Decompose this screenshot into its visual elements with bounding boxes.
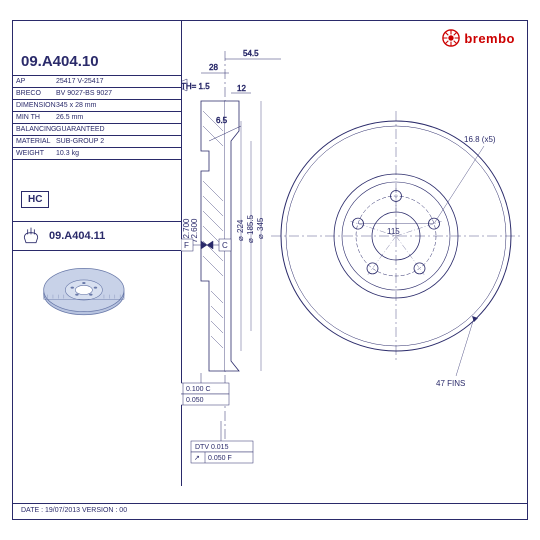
svg-text:345: 345 — [256, 217, 265, 231]
spec-label: WEIGHT — [13, 148, 53, 159]
spec-value: 10.3 kg — [53, 148, 181, 159]
technical-drawing: 54.5 28 TH= 1.5 12 6.5 ⌀220 ⌀166 72.700 … — [181, 21, 529, 486]
spec-table: AP25417 V-25417BRECOBV 9027-BS 9027DIMEN… — [13, 75, 181, 160]
svg-text:115: 115 — [387, 227, 400, 236]
spec-label: BRECO — [13, 88, 53, 99]
hc-badge: HC — [21, 191, 49, 208]
spec-row: WEIGHT10.3 kg — [13, 148, 181, 159]
svg-text:6.5: 6.5 — [216, 116, 228, 125]
svg-text:224: 224 — [236, 219, 245, 233]
spec-row: BRECOBV 9027-BS 9027 — [13, 88, 181, 100]
alt-part-number: 09.A404.11 — [49, 230, 105, 242]
svg-text:185.5: 185.5 — [246, 214, 255, 235]
footer: DATE : 19/07/2013 VERSION : 00 — [13, 503, 527, 519]
svg-text:⌀: ⌀ — [236, 236, 245, 241]
svg-text:0.100 C: 0.100 C — [186, 386, 211, 393]
spec-label: DIMENSION — [13, 100, 53, 111]
svg-text:0.050: 0.050 — [186, 397, 204, 404]
spec-value: SUB-GROUP 2 — [53, 136, 181, 147]
spec-label: AP — [13, 76, 53, 87]
svg-text:16.8 (x5): 16.8 (x5) — [464, 135, 496, 144]
svg-text:DTV 0.015: DTV 0.015 — [195, 444, 229, 451]
svg-text:⌀: ⌀ — [256, 234, 265, 239]
spec-value: BV 9027-BS 9027 — [53, 88, 181, 99]
svg-text:12: 12 — [237, 84, 246, 93]
svg-text:F: F — [184, 241, 189, 250]
spec-value: 26.5 mm — [53, 112, 181, 123]
disc-thumbnail — [25, 256, 135, 341]
footer-text: DATE : 19/07/2013 VERSION : 00 — [21, 507, 127, 514]
spec-row: AP25417 V-25417 — [13, 76, 181, 88]
part-number: 09.A404.10 — [21, 53, 99, 70]
spec-value: GUARANTEED — [53, 124, 181, 135]
spec-row: BALANCINGGUARANTEED — [13, 124, 181, 136]
svg-text:54.5: 54.5 — [243, 49, 259, 58]
spec-row: DIMENSION345 x 28 mm — [13, 100, 181, 112]
spec-value: 25417 V-25417 — [53, 76, 181, 87]
svg-text:⌀: ⌀ — [246, 238, 255, 243]
svg-text:C: C — [222, 241, 228, 250]
svg-text:47 FINS: 47 FINS — [436, 379, 465, 388]
svg-text:TH= 1.5: TH= 1.5 — [181, 82, 210, 91]
svg-text:0.050 F: 0.050 F — [208, 455, 232, 462]
alt-part-section: 09.A404.11 — [13, 221, 181, 251]
coating-icon — [21, 226, 41, 246]
spec-label: MIN TH — [13, 112, 53, 123]
spec-label: BALANCING — [13, 124, 53, 135]
spec-row: MATERIALSUB-GROUP 2 — [13, 136, 181, 148]
spec-label: MATERIAL — [13, 136, 53, 147]
spec-value: 345 x 28 mm — [53, 100, 181, 111]
spec-row: MIN TH26.5 mm — [13, 112, 181, 124]
svg-text:↗: ↗ — [194, 455, 200, 462]
svg-text:28: 28 — [209, 63, 218, 72]
